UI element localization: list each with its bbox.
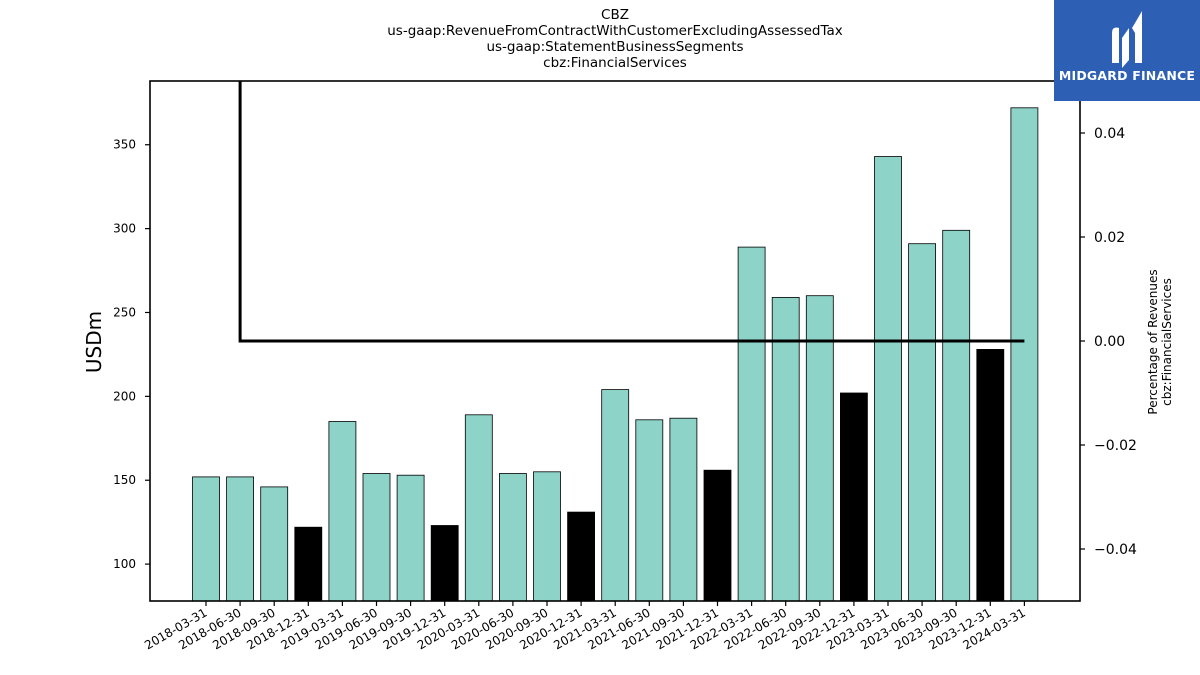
- bar: [635, 419, 664, 602]
- logo-text: MIDGARD FINANCE: [1058, 68, 1196, 83]
- y-tick-label: 100: [113, 557, 136, 571]
- midgard-finance-logo: MIDGARD FINANCE: [1054, 0, 1200, 101]
- y-tick-label: 350: [113, 138, 136, 152]
- bar: [328, 421, 357, 602]
- bar: [703, 469, 732, 602]
- bar: [771, 296, 800, 602]
- chart-title-axis: us-gaap:StatementBusinessSegments: [486, 39, 744, 55]
- bar: [464, 414, 493, 602]
- y-tick-label: 300: [113, 222, 136, 236]
- percent-line: [238, 81, 1025, 343]
- bar: [430, 525, 459, 602]
- bar: [567, 511, 595, 602]
- bar: [498, 473, 527, 602]
- y2-tick-label: 0.00: [1094, 334, 1125, 350]
- bar: [260, 486, 289, 602]
- y-tick-label: 200: [113, 389, 136, 403]
- y-tick-label: 150: [113, 473, 136, 487]
- bar: [874, 156, 902, 602]
- bar: [294, 526, 323, 602]
- bar: [362, 473, 391, 602]
- y2-tick-label: −0.02: [1094, 438, 1137, 454]
- y-axis-label: USDm: [82, 310, 106, 374]
- bar: [601, 389, 630, 602]
- bar: [396, 474, 425, 602]
- y2-tick-label: −0.04: [1094, 542, 1137, 558]
- y2-axis-label: Percentage of Revenues cbz:FinancialServ…: [1146, 269, 1174, 414]
- bar: [192, 476, 220, 602]
- y2-axis-label-line2: cbz:FinancialServices: [1160, 278, 1174, 406]
- bar: [908, 243, 936, 602]
- chart-title-company: CBZ: [601, 7, 629, 23]
- bar: [976, 348, 1005, 602]
- bar: [805, 295, 834, 602]
- bar: [669, 417, 698, 602]
- chart-title-metric: us-gaap:RevenueFromContractWithCustomerE…: [387, 23, 843, 39]
- bar: [737, 246, 766, 602]
- bar: [1010, 107, 1039, 602]
- bar: [942, 229, 971, 602]
- y2-tick-label: 0.02: [1094, 230, 1125, 246]
- chart-title-member: cbz:FinancialServices: [543, 55, 687, 71]
- logo-mark-icon: [1112, 11, 1142, 68]
- bar: [226, 476, 255, 602]
- bar: [533, 471, 561, 602]
- y2-axis-label-line1: Percentage of Revenues: [1146, 269, 1160, 415]
- y-tick-label: 250: [113, 305, 136, 319]
- y2-tick-label: 0.04: [1094, 126, 1125, 142]
- bar: [840, 392, 868, 602]
